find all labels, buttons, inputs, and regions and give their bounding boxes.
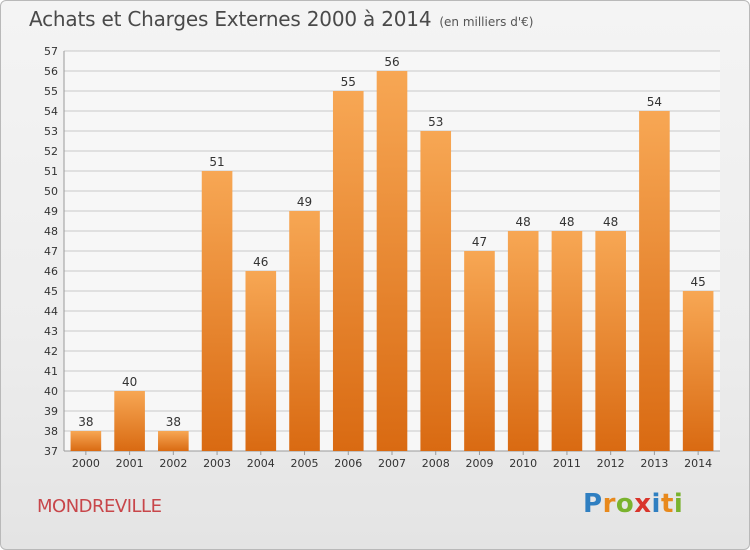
bar [420,131,452,451]
bar [114,391,145,451]
data-label: 48 [603,215,618,229]
data-label: 53 [428,115,443,129]
bar [289,211,320,451]
bar [639,111,670,451]
logo-letter: o [615,489,635,519]
bar [464,251,495,451]
y-tick-label: 42 [44,345,58,358]
logo-letter: i [673,489,684,519]
y-tick-label: 38 [44,425,58,438]
data-label: 45 [690,275,705,289]
data-label: 47 [472,235,487,249]
bar [332,91,364,451]
logo-letter: i [651,489,661,519]
y-tick-label: 44 [44,305,58,318]
y-tick-label: 43 [44,325,58,338]
x-tick-label: 2004 [247,457,275,470]
y-tick-label: 55 [44,85,58,98]
bar [682,291,714,451]
y-tick-label: 53 [44,125,58,138]
x-tick-label: 2007 [378,457,406,470]
data-label: 49 [297,195,312,209]
y-tick-label: 41 [44,365,58,378]
x-tick-label: 2011 [553,457,581,470]
bar [70,431,102,451]
data-label: 40 [122,375,137,389]
y-tick-label: 47 [44,245,58,258]
chart-subtitle: (en milliers d'€) [439,15,534,29]
y-tick-label: 54 [44,105,58,118]
chart-title-text: Achats et Charges Externes 2000 à 2014 [29,7,432,31]
x-tick-label: 2001 [116,457,144,470]
x-tick-label: 2003 [203,457,231,470]
y-tick-label: 51 [44,165,58,178]
data-label: 48 [559,215,574,229]
x-tick-label: 2005 [291,457,319,470]
x-tick-label: 2010 [509,457,537,470]
x-tick-label: 2014 [684,457,712,470]
x-tick-label: 2012 [597,457,625,470]
bar [158,431,189,451]
x-tick-label: 2000 [72,457,100,470]
y-tick-label: 39 [44,405,58,418]
bar [376,71,408,451]
y-tick-label: 50 [44,185,58,198]
y-tick-label: 40 [44,385,58,398]
commune-name: MONDREVILLE [37,496,162,517]
logo-letter: x [634,489,652,519]
data-label: 38 [166,415,181,429]
x-tick-label: 2013 [640,457,668,470]
logo-letter: r [602,489,616,519]
y-tick-label: 57 [44,45,58,58]
data-label: 54 [647,95,662,109]
proxiti-logo[interactable]: Proxiti [583,489,683,519]
y-tick-label: 56 [44,65,58,78]
bar [245,271,277,451]
y-tick-label: 49 [44,205,58,218]
bar [595,231,626,451]
data-label: 55 [341,75,356,89]
bar [507,231,539,451]
bar [551,231,583,451]
y-tick-label: 48 [44,225,58,238]
data-label: 56 [384,55,399,69]
x-tick-label: 2009 [465,457,493,470]
y-tick-label: 46 [44,265,58,278]
logo-letter: t [660,489,674,519]
y-tick-label: 45 [44,285,58,298]
chart-title: Achats et Charges Externes 2000 à 2014 (e… [29,7,533,31]
x-tick-label: 2008 [422,457,450,470]
data-label: 38 [78,415,93,429]
y-tick-label: 37 [44,445,58,458]
data-label: 48 [516,215,531,229]
x-tick-label: 2006 [334,457,362,470]
data-label: 51 [209,155,224,169]
y-tick-label: 52 [44,145,58,158]
bar [201,171,233,451]
logo-letter: P [583,489,603,519]
data-label: 46 [253,255,268,269]
x-tick-label: 2002 [159,457,187,470]
